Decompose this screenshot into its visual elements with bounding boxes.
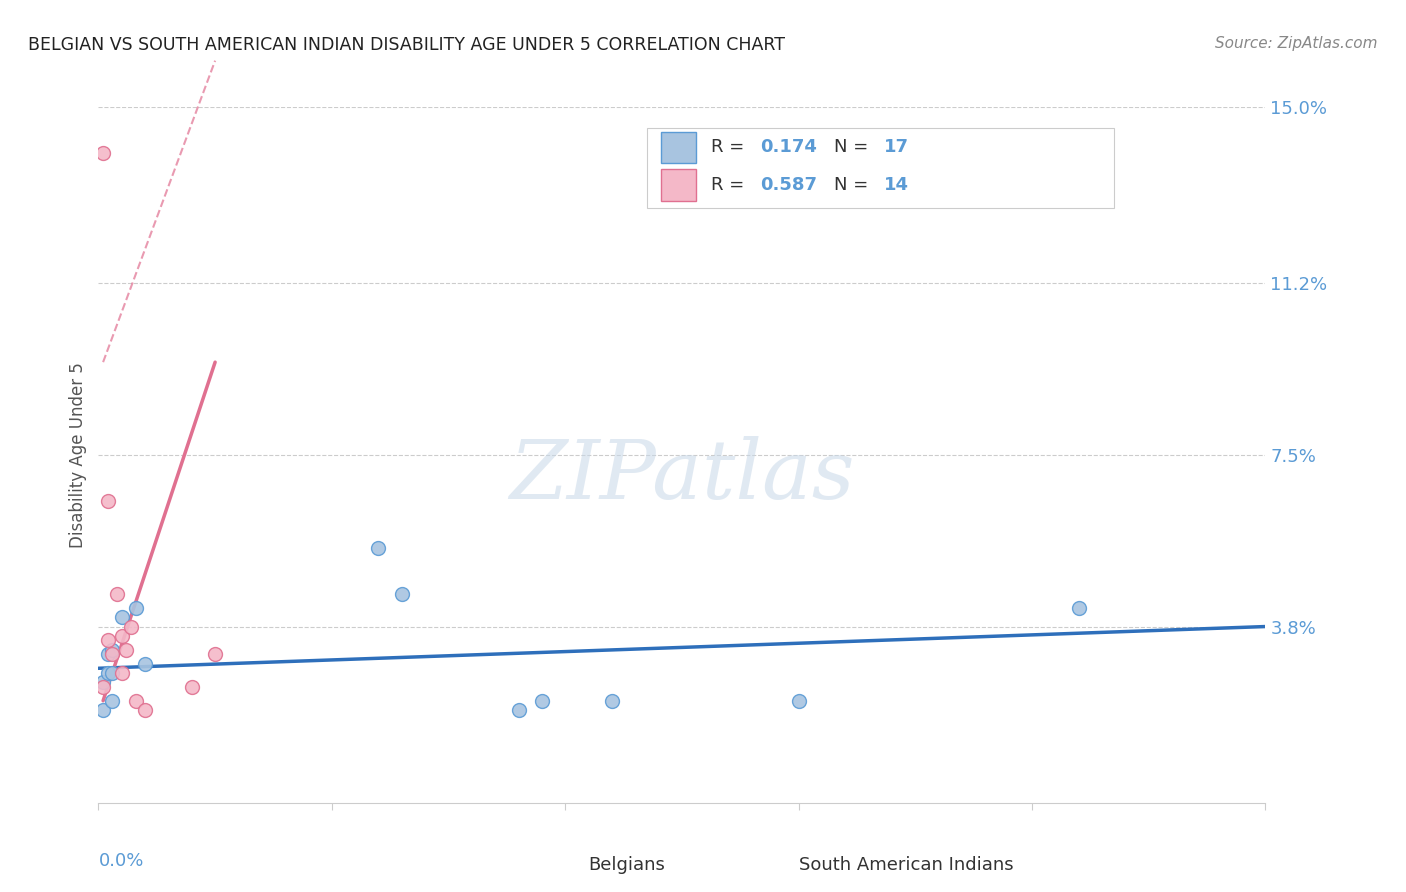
Text: 0.0%: 0.0% <box>98 852 143 870</box>
Point <box>97 494 120 508</box>
FancyBboxPatch shape <box>541 852 571 880</box>
Point <box>600 694 623 708</box>
FancyBboxPatch shape <box>661 169 696 201</box>
Text: 0.587: 0.587 <box>761 176 817 194</box>
Text: BELGIAN VS SOUTH AMERICAN INDIAN DISABILITY AGE UNDER 5 CORRELATION CHART: BELGIAN VS SOUTH AMERICAN INDIAN DISABIL… <box>28 36 785 54</box>
Point <box>530 694 553 708</box>
Text: ZIPatlas: ZIPatlas <box>509 436 855 516</box>
Point <box>111 610 134 624</box>
Point <box>204 648 226 662</box>
Point <box>1067 601 1090 615</box>
Point <box>120 619 142 633</box>
Point <box>115 642 138 657</box>
Point <box>111 629 134 643</box>
Text: Source: ZipAtlas.com: Source: ZipAtlas.com <box>1215 36 1378 51</box>
Point <box>91 146 114 161</box>
Point <box>134 657 156 671</box>
Point <box>134 703 156 717</box>
Point <box>367 541 389 555</box>
Y-axis label: Disability Age Under 5: Disability Age Under 5 <box>69 362 87 548</box>
Point <box>787 694 810 708</box>
Point <box>97 648 120 662</box>
Point <box>97 633 120 648</box>
FancyBboxPatch shape <box>661 132 696 163</box>
Point <box>125 601 148 615</box>
Point <box>391 587 413 601</box>
Point <box>105 587 128 601</box>
Point <box>91 675 114 690</box>
Point <box>101 642 124 657</box>
FancyBboxPatch shape <box>647 128 1114 208</box>
Point <box>91 703 114 717</box>
Text: R =: R = <box>711 138 749 156</box>
Point <box>125 694 148 708</box>
Point <box>111 665 134 680</box>
Text: 17: 17 <box>884 138 908 156</box>
Text: N =: N = <box>834 176 873 194</box>
Point <box>101 648 124 662</box>
FancyBboxPatch shape <box>752 852 782 880</box>
Text: 0.174: 0.174 <box>761 138 817 156</box>
Point <box>180 680 202 694</box>
Text: Belgians: Belgians <box>589 856 665 874</box>
Point <box>101 694 124 708</box>
Point <box>508 703 530 717</box>
Text: 14: 14 <box>884 176 908 194</box>
Text: N =: N = <box>834 138 873 156</box>
Text: R =: R = <box>711 176 749 194</box>
Text: South American Indians: South American Indians <box>799 856 1014 874</box>
Point <box>97 665 120 680</box>
Point <box>91 680 114 694</box>
Point <box>101 665 124 680</box>
